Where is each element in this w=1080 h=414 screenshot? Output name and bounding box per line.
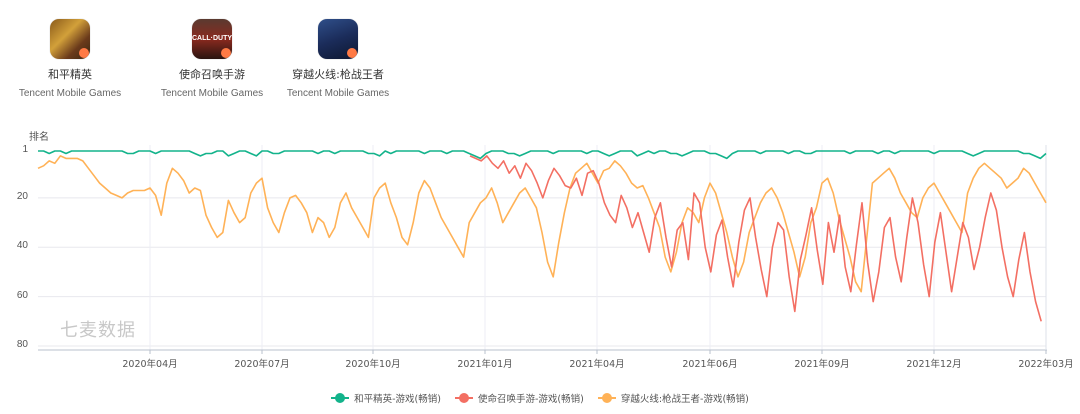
x-tick-label: 2020年07月 (234, 359, 290, 370)
app-name: 使命召唤手游 (179, 68, 245, 81)
legend-item-2[interactable]: 穿越火线:枪战王者-游戏(畅销) (597, 391, 749, 405)
series-line-0[interactable] (38, 150, 1047, 160)
tencent-badge-icon (79, 48, 89, 58)
app-card-peace-elite[interactable]: 和平精英 Tencent Mobile Games (0, 19, 140, 99)
chart-legend: 和平精英-游戏(畅销) 使命召唤手游-游戏(畅销) 穿越火线:枪战王者-游戏(畅销) (0, 391, 1080, 405)
x-tick-label: 2020年04月 (122, 359, 178, 370)
watermark: 七麦数据 (60, 320, 136, 341)
x-tick-label: 2021年06月 (682, 359, 738, 370)
legend-item-1[interactable]: 使命召唤手游-游戏(畅销) (454, 391, 584, 405)
legend-label: 使命召唤手游-游戏(畅销) (477, 394, 584, 405)
crossfire-mobile-app-icon[interactable] (318, 19, 358, 59)
app-publisher: Tencent Mobile Games (160, 88, 264, 99)
series-line-2[interactable] (37, 155, 1047, 293)
app-name: 穿越火线:枪战王者 (292, 68, 384, 81)
app-name: 和平精英 (48, 68, 92, 81)
legend-label: 穿越火线:枪战王者-游戏(畅销) (620, 394, 749, 405)
y-tick-label: 1 (22, 144, 28, 155)
peace-elite-app-icon[interactable] (50, 19, 90, 59)
app-publisher: Tencent Mobile Games (18, 88, 122, 99)
app-publisher: Tencent Mobile Games (286, 88, 390, 99)
x-tick-label: 2021年04月 (569, 359, 625, 370)
y-tick-label: 40 (16, 240, 28, 252)
x-tick-label: 2020年10月 (345, 359, 401, 370)
y-tick-label: 60 (16, 289, 28, 301)
legend-marker-icon (597, 393, 616, 403)
tencent-badge-icon (347, 48, 357, 58)
x-tick-label: 2021年01月 (457, 359, 513, 370)
y-tick-label: 20 (16, 190, 28, 202)
call-of-duty-mobile-app-icon[interactable]: CALL·DUTY (192, 19, 232, 59)
x-tick-label: 2022年03月 (1018, 359, 1074, 370)
legend-label: 和平精英-游戏(畅销) (354, 394, 441, 405)
x-tick-label: 2021年12月 (906, 359, 962, 370)
tencent-badge-icon (221, 48, 231, 58)
legend-marker-icon (331, 393, 350, 403)
grid-lines (38, 145, 1047, 354)
icon-logo-text: CALL·DUTY (192, 35, 232, 42)
legend-marker-icon (454, 393, 473, 403)
app-card-call-of-duty-mobile[interactable]: CALL·DUTY 使命召唤手游 Tencent Mobile Games (142, 19, 282, 99)
series-lines (37, 150, 1047, 322)
app-card-crossfire-mobile[interactable]: 穿越火线:枪战王者 Tencent Mobile Games (268, 19, 408, 99)
y-tick-label: 80 (16, 339, 28, 350)
x-tick-label: 2021年09月 (794, 359, 850, 370)
series-line-1[interactable] (469, 155, 1042, 322)
legend-item-0[interactable]: 和平精英-游戏(畅销) (331, 391, 441, 405)
y-axis-title: 排名 (29, 132, 49, 143)
